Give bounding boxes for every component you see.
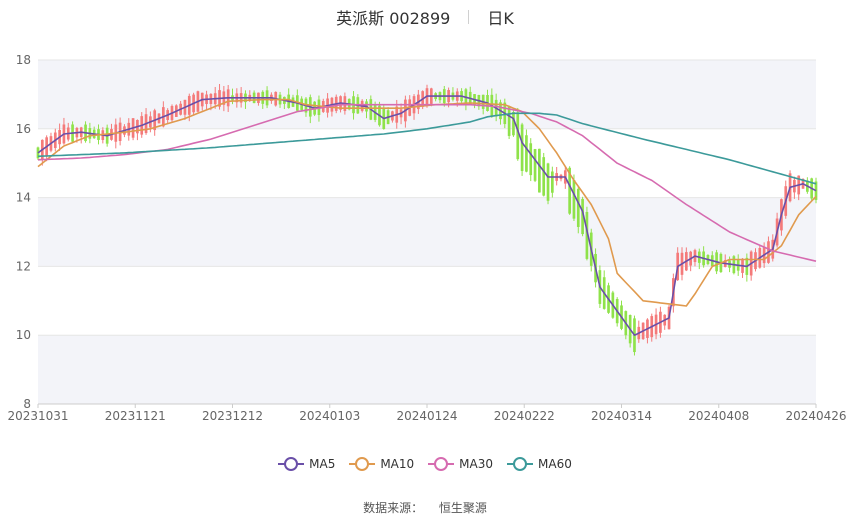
x-tick-label: 20231031 — [7, 409, 68, 423]
x-tick-label: 20240314 — [591, 409, 652, 423]
y-tick-label: 12 — [16, 259, 31, 273]
chart-title: 英派斯 002899 日K — [0, 4, 850, 30]
candle-body — [585, 211, 589, 259]
legend-label: MA30 — [459, 457, 494, 471]
candle-body — [529, 143, 533, 176]
legend-item-ma30[interactable]: MA30 — [428, 457, 493, 471]
candle-body — [516, 112, 520, 160]
x-tick-label: 20240408 — [688, 409, 749, 423]
chart-title-name: 英派斯 002899 — [336, 9, 451, 28]
candle-body — [512, 112, 515, 136]
y-tick-label: 16 — [16, 122, 31, 136]
legend-item-ma10[interactable]: MA10 — [349, 457, 414, 471]
candle-body — [546, 163, 550, 201]
data-source-label: 数据来源： — [363, 501, 424, 515]
ma-line-ma60 — [37, 112, 817, 185]
chart-title-period: 日K — [487, 9, 514, 28]
legend-label: MA10 — [380, 457, 415, 471]
chart-legend: MA5 MA10 MA30 MA60 — [0, 457, 850, 471]
legend-swatch-dot — [284, 457, 299, 471]
legend-item-ma60[interactable]: MA60 — [507, 457, 572, 471]
y-tick-label: 10 — [16, 328, 31, 342]
x-tick-label: 20231212 — [202, 409, 263, 423]
x-tick-label: 20231121 — [105, 409, 166, 423]
candle-body — [533, 149, 537, 181]
x-tick-label: 20240222 — [494, 409, 555, 423]
legend-item-ma5[interactable]: MA5 — [278, 457, 335, 471]
candle-body — [520, 124, 524, 171]
legend-swatch-dot — [355, 457, 370, 471]
ma-line-ma10 — [37, 98, 817, 307]
legend-swatch — [507, 457, 534, 471]
data-source: 数据来源： 恒生聚源 — [0, 499, 850, 516]
y-tick-label: 14 — [16, 191, 31, 205]
legend-swatch — [349, 457, 376, 471]
candle-body — [581, 198, 584, 235]
legend-label: MA5 — [309, 457, 336, 471]
candle-body — [572, 179, 576, 219]
title-separator — [468, 10, 470, 24]
candle-body — [814, 181, 818, 200]
candle-body — [576, 188, 580, 227]
x-tick-label: 20240103 — [299, 409, 360, 423]
data-source-value: 恒生聚源 — [438, 501, 487, 515]
x-tick-label: 20240124 — [396, 409, 457, 423]
ma-line-ma30 — [37, 103, 817, 262]
candlestick-chart: 8 10 12 14 16 18 20231031 20231121 20231212 20240… — [7, 53, 846, 423]
candle-body — [551, 171, 554, 193]
ma-line-ma5 — [37, 95, 817, 336]
legend-swatch-dot — [513, 457, 528, 471]
candle-body — [507, 106, 511, 136]
candle-body — [525, 135, 528, 172]
x-tick-label: 20240426 — [785, 409, 846, 423]
candle-body — [568, 167, 571, 214]
legend-swatch-dot — [434, 457, 449, 471]
grid-band — [38, 335, 816, 404]
y-tick-label: 18 — [16, 53, 31, 67]
candle-body — [538, 148, 541, 193]
legend-swatch — [278, 457, 305, 471]
legend-swatch — [428, 457, 455, 471]
candle-body — [542, 157, 546, 196]
legend-label: MA60 — [538, 457, 572, 471]
y-tick-label: 8 — [23, 397, 31, 411]
